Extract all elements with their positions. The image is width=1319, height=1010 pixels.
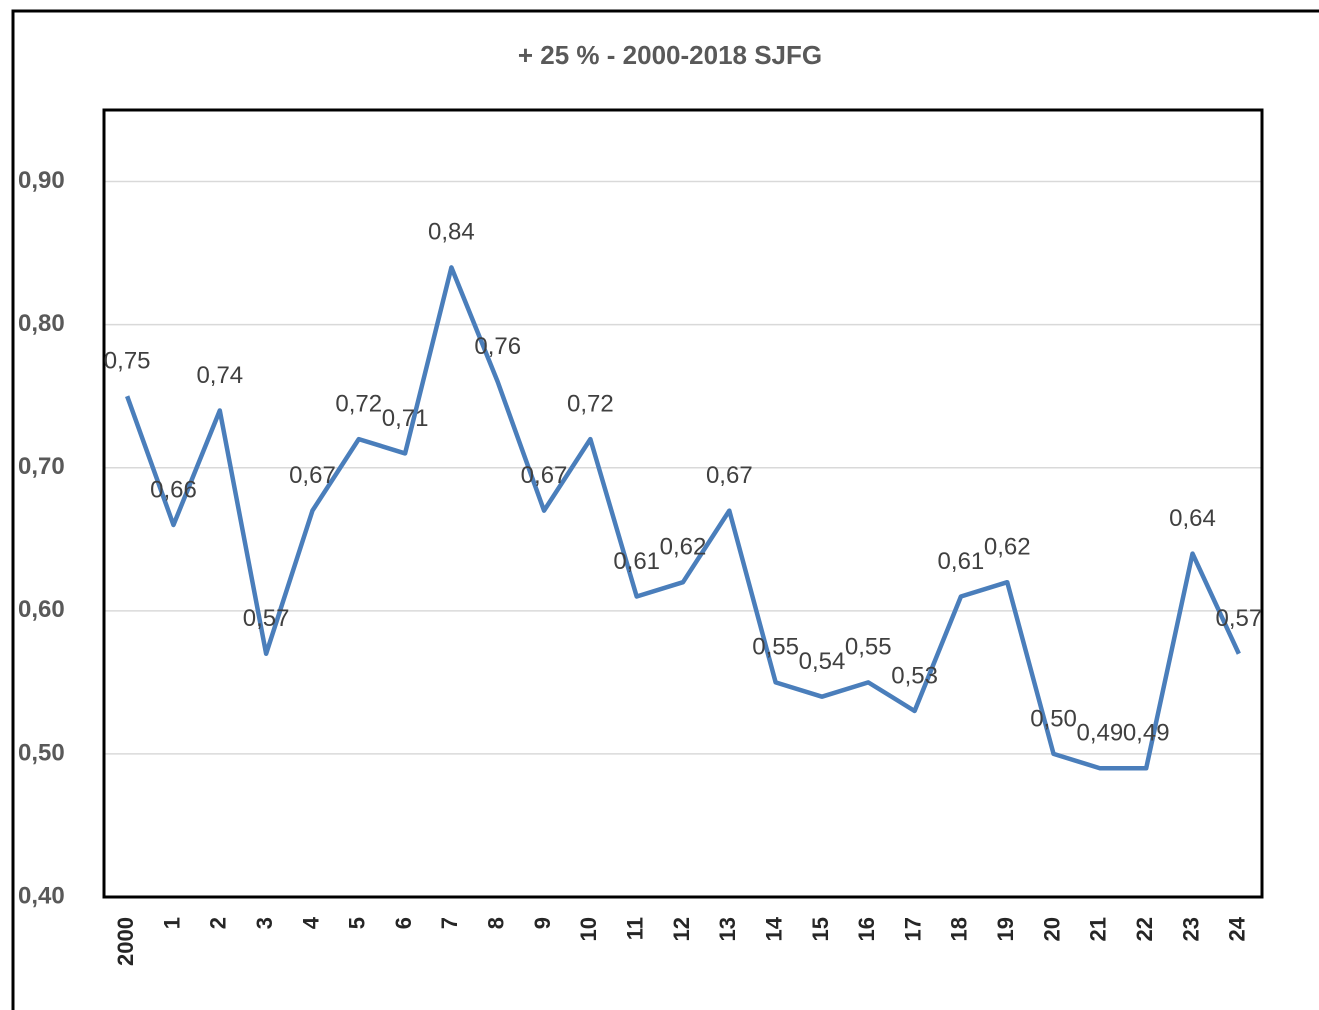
data-label: 0,72 [335,390,382,417]
data-label: 0,62 [660,534,707,561]
data-label: 0,49 [1077,720,1124,747]
x-tick-label: 17 [900,917,925,941]
data-label: 0,75 [104,348,151,375]
data-label: 0,72 [567,390,614,417]
data-label: 0,76 [474,333,521,360]
x-tick-label: 21 [1086,917,1111,941]
data-label: 0,61 [938,548,985,575]
x-tick-label: 8 [484,917,509,929]
x-tick-label: 24 [1225,916,1250,941]
data-label: 0,57 [1215,605,1262,632]
y-tick-label: 0,80 [18,310,65,337]
x-tick-label: 3 [252,917,277,929]
x-tick-label: 10 [576,917,601,941]
x-tick-label: 2 [206,917,231,929]
x-tick-label: 12 [669,917,694,941]
x-tick-label: 4 [298,916,323,929]
x-tick-label: 2000 [113,917,138,966]
x-tick-label: 23 [1178,917,1203,941]
x-tick-label: 14 [761,916,786,941]
x-tick-label: 9 [530,917,555,929]
data-label: 0,67 [521,462,568,489]
y-tick-label: 0,60 [18,596,65,623]
y-tick-label: 0,90 [18,167,65,194]
data-label: 0,74 [196,362,243,389]
data-label: 0,53 [891,662,938,689]
x-tick-label: 19 [993,917,1018,941]
y-tick-label: 0,50 [18,739,65,766]
x-tick-label: 15 [808,917,833,941]
data-label: 0,55 [752,634,799,661]
data-label: 0,61 [613,548,660,575]
plot-border [102,108,1264,899]
chart-border [11,9,1319,1010]
x-tick-label: 5 [345,917,370,929]
line [125,265,1241,771]
x-tick-label: 1 [159,917,184,929]
data-label: 0,49 [1123,720,1170,747]
chart-title: + 25 % - 2000-2018 SJFG [518,40,822,70]
data-label: 0,67 [289,462,336,489]
x-tick-label: 7 [437,917,462,929]
data-label: 0,67 [706,462,753,489]
x-tick-label: 16 [854,917,879,941]
x-tick-label: 20 [1039,917,1064,941]
x-tick-label: 22 [1132,917,1157,941]
data-label: 0,54 [799,648,846,675]
x-tick-label: 6 [391,917,416,929]
y-tick-label: 0,40 [18,882,65,909]
data-label: 0,55 [845,634,892,661]
data-label: 0,62 [984,534,1031,561]
x-tick-label: 18 [947,917,972,941]
x-tick-label: 11 [622,917,647,940]
x-tick-label: 13 [715,917,740,941]
data-label: 0,57 [243,605,290,632]
data-label: 0,66 [150,476,197,503]
data-label: 0,50 [1030,705,1077,732]
y-tick-label: 0,70 [18,453,65,480]
data-label: 0,84 [428,219,475,246]
data-label: 0,71 [382,405,429,432]
data-label: 0,64 [1169,505,1216,532]
